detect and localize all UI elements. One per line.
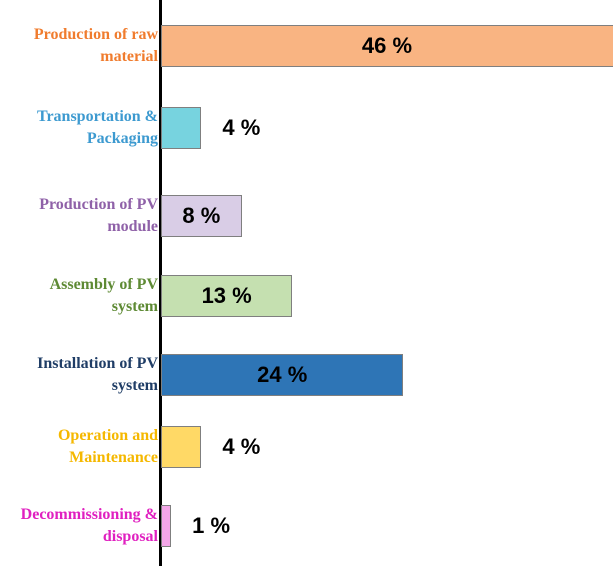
category-label: Decommissioning & disposal	[20, 506, 158, 545]
bar	[161, 195, 242, 237]
category-label: Production of raw material	[33, 26, 158, 65]
bar	[161, 25, 613, 67]
category-label: Assembly of PV system	[49, 276, 158, 315]
value-label: 8 %	[182, 203, 221, 228]
value-label: 13 %	[201, 283, 252, 308]
value-label: 24 %	[257, 362, 308, 387]
value-label: 4 %	[222, 434, 261, 459]
bar	[161, 275, 293, 317]
axis-line	[159, 0, 162, 566]
bar	[161, 426, 202, 468]
category-label: Transportation & Packaging	[36, 108, 158, 147]
category-label: Installation of PV system	[37, 355, 158, 394]
category-label: Production of PV module	[39, 196, 158, 235]
bar	[161, 107, 202, 149]
bar	[161, 505, 172, 547]
value-label: 46 %	[361, 33, 413, 58]
value-label: 4 %	[222, 115, 261, 140]
bar	[161, 354, 404, 396]
category-label: Operation and Maintenance	[57, 427, 158, 466]
value-label: 1 %	[192, 513, 231, 538]
